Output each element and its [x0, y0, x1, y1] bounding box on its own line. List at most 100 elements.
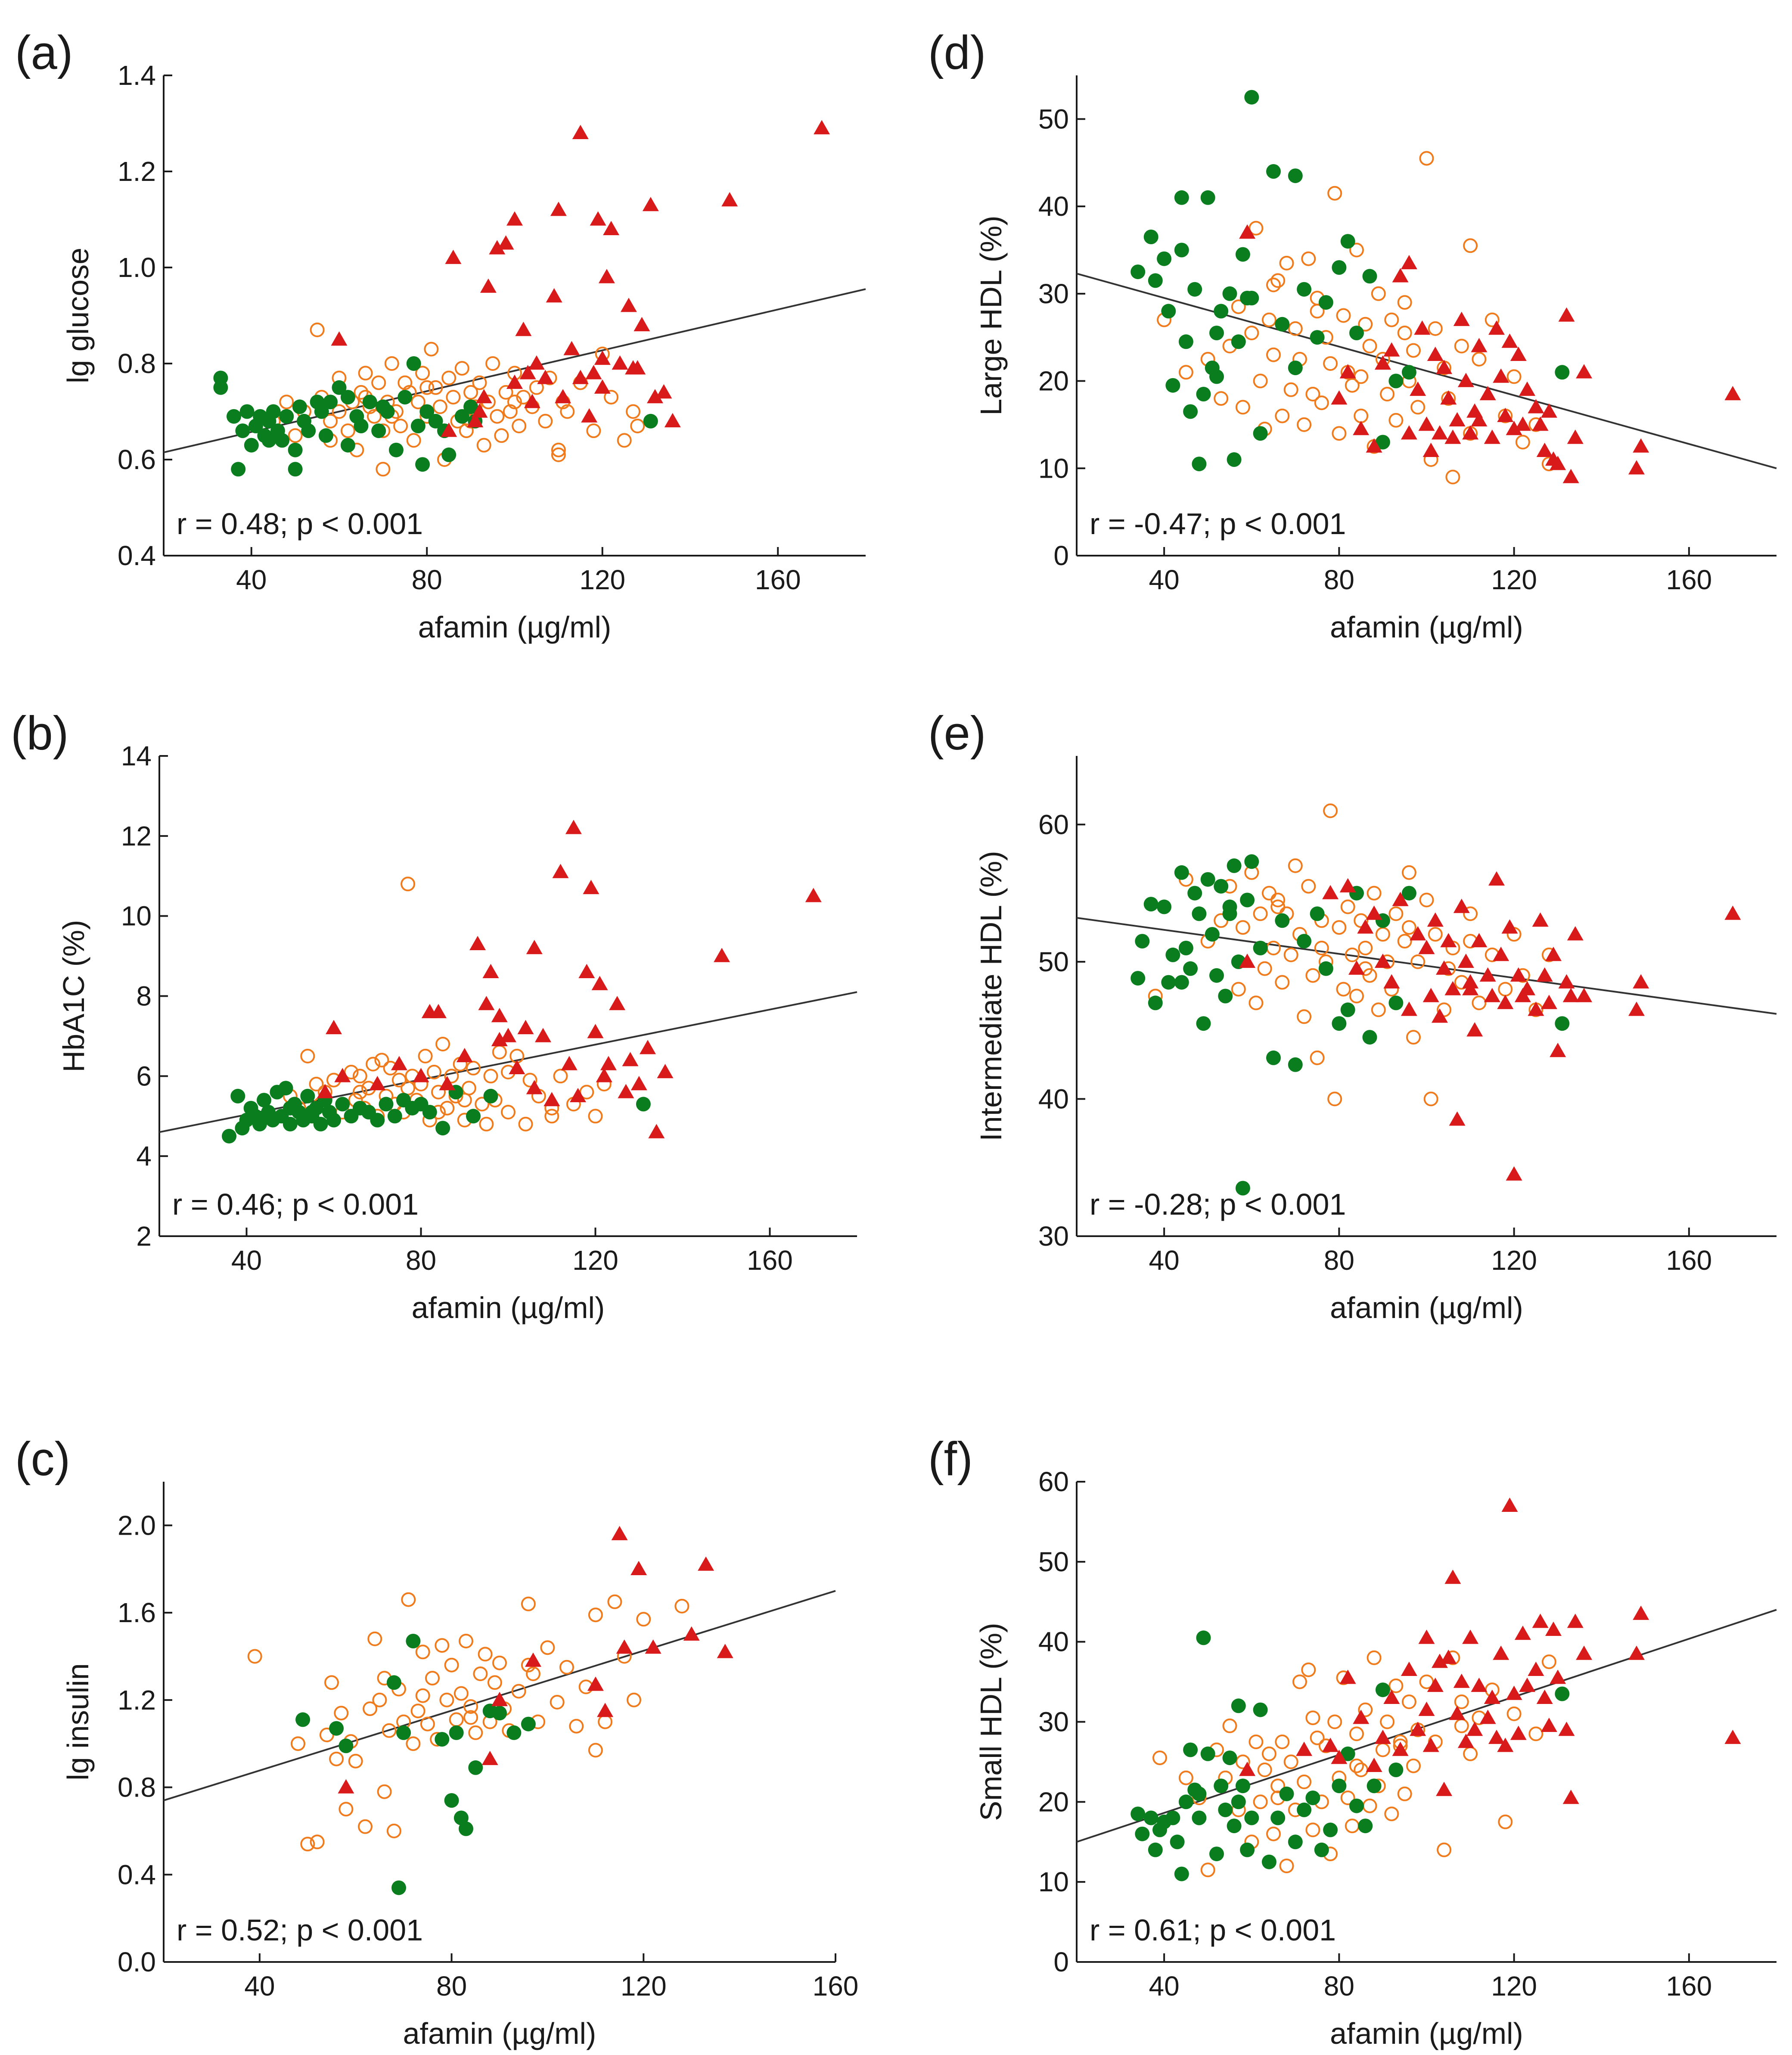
point-orange [1261, 886, 1276, 901]
point-red [1392, 1741, 1409, 1756]
point-orange [607, 1594, 622, 1609]
y-tick-label: 30 [1038, 1221, 1069, 1252]
point-red [1545, 1621, 1562, 1636]
point-green [1244, 291, 1259, 305]
point-red [620, 298, 637, 312]
point-green [313, 1116, 328, 1132]
point-green [1157, 899, 1172, 914]
point-green [1240, 1842, 1255, 1857]
point-red [698, 1556, 714, 1571]
point-red [1488, 871, 1505, 886]
point-red [1558, 307, 1575, 322]
point-red [1532, 1614, 1549, 1628]
point-green [406, 356, 421, 371]
panel-label-c: (c) [15, 1433, 70, 1486]
point-red [717, 1644, 733, 1658]
point-orange [382, 1723, 397, 1738]
point-red [1576, 364, 1593, 379]
point-orange [475, 1097, 490, 1112]
point-green [1235, 1181, 1250, 1196]
point-red [1628, 1645, 1645, 1660]
point-orange [1270, 273, 1286, 288]
point-red [1567, 926, 1584, 941]
point-green [1323, 1822, 1338, 1837]
point-green [1143, 230, 1158, 244]
point-green [435, 1732, 450, 1747]
point-green [329, 1721, 344, 1736]
point-red [1357, 919, 1374, 934]
point-green [339, 1738, 354, 1753]
point-green [1196, 1016, 1211, 1031]
series-orange [247, 1592, 689, 1852]
point-orange [1214, 391, 1229, 406]
point-orange [1371, 1002, 1386, 1017]
point-red [552, 864, 569, 878]
point-orange [1472, 351, 1487, 367]
y-axis-title: Small HDL (%) [974, 1623, 1008, 1821]
y-tick-label: 20 [1038, 1786, 1069, 1817]
point-orange [1419, 892, 1434, 908]
point-orange [463, 1710, 478, 1725]
point-red [587, 1024, 604, 1038]
point-green [521, 1716, 536, 1732]
point-green [1130, 971, 1146, 986]
point-red [714, 948, 730, 962]
point-green [449, 1725, 464, 1740]
point-green [1192, 1810, 1207, 1825]
point-green [1187, 282, 1202, 297]
point-green [227, 409, 241, 424]
point-green [283, 1101, 298, 1116]
point-orange [1419, 151, 1434, 166]
point-orange [1528, 1726, 1544, 1741]
point-red [441, 423, 457, 437]
point-orange [454, 361, 469, 376]
point-red [1366, 438, 1382, 453]
point-green [1253, 426, 1268, 441]
point-red [413, 1068, 429, 1082]
point-red [1383, 974, 1400, 989]
point-green [1222, 1750, 1237, 1766]
point-orange [279, 395, 294, 410]
y-tick-label: 12 [121, 821, 152, 852]
point-green [1209, 968, 1224, 983]
point-red [1457, 953, 1474, 968]
x-tick-label: 160 [813, 1971, 859, 2002]
y-tick-label: 2.0 [118, 1510, 156, 1541]
y-tick-label: 1.6 [118, 1597, 156, 1628]
point-green [1135, 934, 1150, 949]
point-red [369, 1076, 386, 1091]
point-red [1418, 940, 1435, 954]
point-green [326, 1113, 341, 1128]
point-red [1440, 1649, 1457, 1664]
point-green [1261, 1854, 1276, 1869]
point-orange [1485, 312, 1500, 327]
point-red [1374, 355, 1391, 370]
point-red [535, 1028, 551, 1042]
point-green [371, 423, 386, 438]
point-green [300, 1088, 315, 1104]
point-green [1555, 1016, 1570, 1031]
point-orange [1178, 1770, 1193, 1785]
point-green [370, 1113, 385, 1128]
point-orange [1388, 906, 1404, 921]
point-green [1174, 1866, 1189, 1881]
point-red [591, 976, 608, 990]
point-orange [461, 1081, 476, 1096]
point-green [1165, 378, 1180, 393]
panel-label-d: (d) [928, 26, 986, 79]
point-orange [457, 1093, 472, 1108]
point-green [1174, 865, 1189, 880]
point-red [1383, 1689, 1400, 1704]
point-red [1558, 974, 1575, 989]
x-tick-label: 80 [1324, 1971, 1354, 2002]
point-red [1501, 919, 1518, 934]
point-orange [1340, 899, 1355, 914]
point-red [578, 964, 595, 978]
point-green [1200, 1746, 1215, 1761]
point-orange [1305, 387, 1320, 401]
point-green [1555, 1686, 1570, 1701]
point-green [1240, 892, 1255, 908]
point-red [570, 1088, 586, 1102]
point-orange [1305, 1710, 1320, 1725]
point-orange [478, 1647, 493, 1662]
